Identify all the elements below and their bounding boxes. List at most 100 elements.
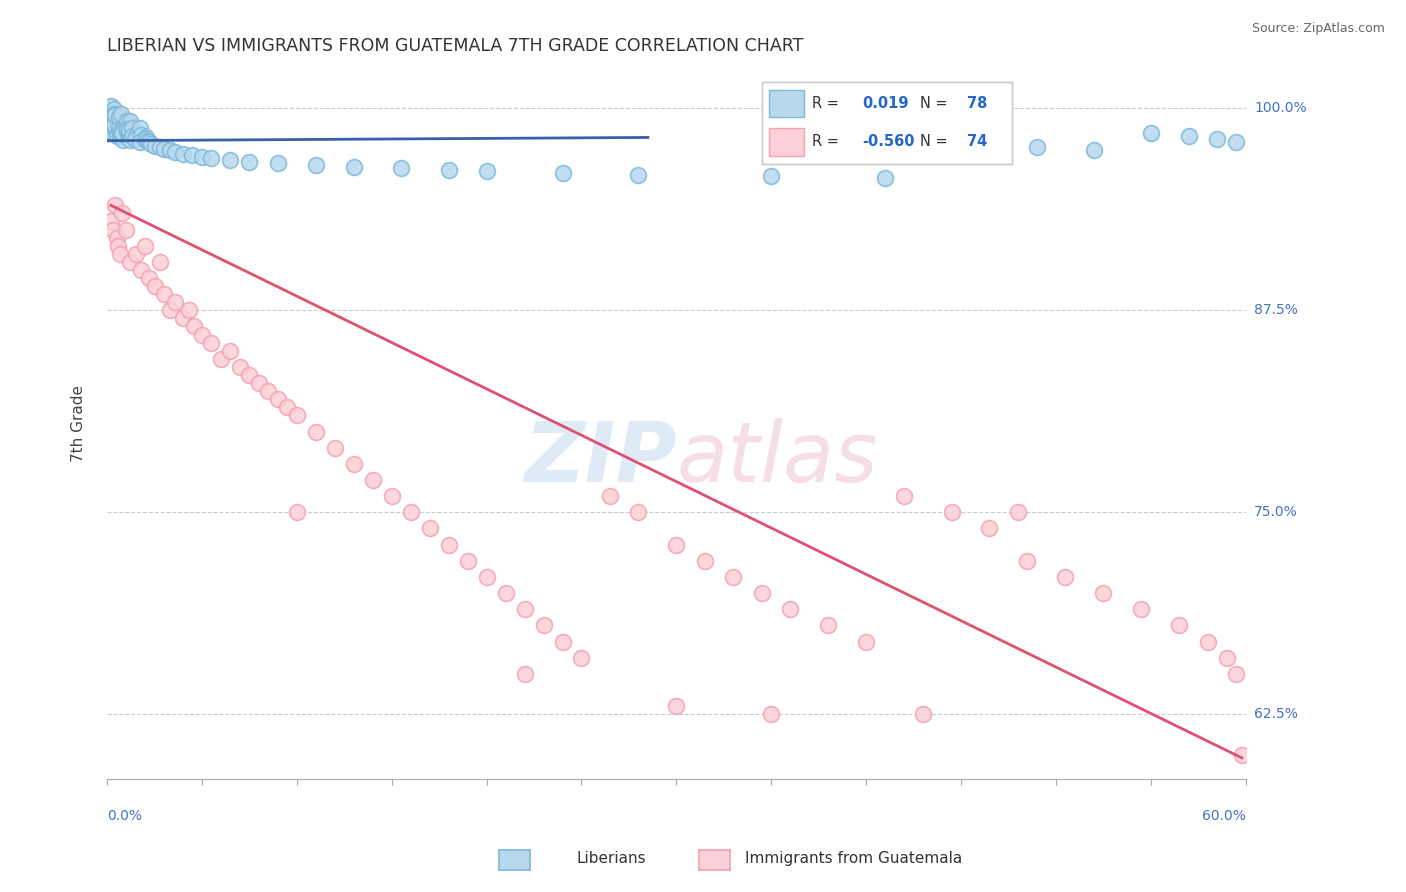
Point [104,124,127,138]
Point [143,138,166,153]
Point [138,136,160,150]
Point [969,136,991,151]
Point [941,505,963,519]
Point [238,368,260,382]
Point [118,255,141,269]
Text: 87.5%: 87.5% [1254,303,1298,318]
Point [104,108,127,122]
Point [533,618,555,632]
Point [389,161,412,176]
Point [121,128,143,143]
Text: 0.0%: 0.0% [107,809,142,823]
Point [138,271,160,285]
Point [513,602,536,616]
Point [571,650,593,665]
Point [129,121,152,136]
Text: ZIP: ZIP [524,418,676,500]
Point [143,279,166,293]
Point [103,107,125,121]
Point [305,158,328,172]
Point [134,238,156,252]
Point [153,287,176,301]
Point [495,586,517,600]
Point [134,132,156,146]
Point [129,263,152,277]
Point [267,156,290,170]
Point [181,148,204,162]
Point [761,169,783,184]
Point [124,247,146,261]
Point [101,222,124,236]
Point [855,634,877,648]
Point [399,505,422,519]
Point [817,618,839,632]
Point [108,125,131,139]
Text: 60.0%: 60.0% [1202,809,1246,823]
Y-axis label: 7th Grade: 7th Grade [72,385,86,462]
Point [665,538,688,552]
Point [103,102,125,116]
Point [219,343,242,358]
Point [1026,140,1049,154]
Point [305,425,328,439]
Point [209,351,232,366]
Point [599,489,621,503]
Point [121,121,143,136]
Point [627,505,650,519]
Point [115,114,138,128]
Point [238,154,260,169]
Point [723,570,745,584]
Text: Liberians: Liberians [576,851,647,865]
Point [457,554,479,568]
Point [323,441,346,455]
Point [200,335,222,350]
Point [105,113,128,128]
Text: Immigrants from Guatemala: Immigrants from Guatemala [745,851,963,865]
Point [229,359,252,374]
Point [551,634,574,648]
Point [191,327,214,342]
Point [1017,554,1039,568]
Text: 75.0%: 75.0% [1254,505,1298,519]
Point [103,118,125,132]
Point [1092,586,1115,600]
Point [1215,650,1237,665]
Point [875,170,897,185]
Point [247,376,270,390]
Point [893,489,915,503]
Point [343,457,366,471]
Point [183,319,205,334]
Point [110,129,132,144]
Point [104,198,127,212]
Point [124,132,146,146]
Point [139,136,162,151]
Point [551,166,574,180]
Text: 62.5%: 62.5% [1254,707,1298,722]
Text: LIBERIAN VS IMMIGRANTS FROM GUATEMALA 7TH GRADE CORRELATION CHART: LIBERIAN VS IMMIGRANTS FROM GUATEMALA 7T… [107,37,803,55]
Point [153,142,176,156]
Text: Source: ZipAtlas.com: Source: ZipAtlas.com [1251,22,1385,36]
Point [1083,144,1105,158]
Point [135,130,157,145]
Point [108,115,131,129]
Point [101,109,124,123]
Point [1054,570,1077,584]
Point [219,153,242,167]
Point [276,401,298,415]
Point [1177,128,1199,143]
Point [97,126,120,140]
Point [117,127,139,141]
Point [172,146,194,161]
Point [107,120,129,134]
Point [100,214,122,228]
Point [110,247,132,261]
Point [115,123,138,137]
Point [1168,618,1191,632]
Point [1206,132,1229,146]
Point [149,140,172,154]
Point [115,222,138,236]
Point [200,152,222,166]
Point [1197,634,1219,648]
Point [779,602,801,616]
Point [191,150,214,164]
